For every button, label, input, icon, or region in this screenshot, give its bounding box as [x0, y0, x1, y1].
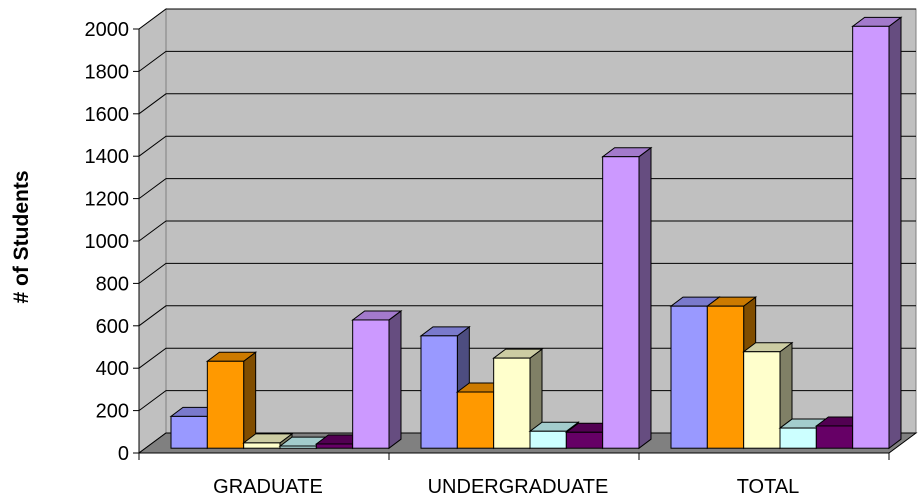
y-tick-label: 1400	[85, 146, 130, 168]
y-tick-label: 1800	[85, 61, 130, 83]
bar-front	[279, 445, 317, 449]
bar-front	[315, 443, 354, 449]
gridline	[138, 305, 916, 327]
category-label: TOTAL	[737, 476, 800, 498]
gridline	[138, 93, 916, 115]
gridline	[138, 347, 916, 369]
gridline	[138, 390, 916, 412]
y-tick-labels: 0 200 400 600 800 1000 1200 1400 1600 1800 2000	[85, 19, 130, 465]
bar	[205, 351, 258, 450]
bar-front	[420, 335, 458, 449]
y-tick-label: 2000	[85, 19, 130, 41]
bar-side	[638, 146, 652, 450]
bar	[601, 146, 653, 450]
y-tick-label: 1200	[85, 189, 130, 211]
y-tick-label: 1000	[85, 231, 130, 253]
bar-front	[352, 319, 390, 449]
bar	[492, 348, 544, 450]
bar-front	[206, 360, 245, 449]
bar-front	[529, 430, 567, 449]
bar-side	[243, 351, 257, 450]
bar-front	[602, 156, 640, 449]
y-tick-label: 200	[96, 401, 129, 423]
bar-front	[815, 425, 854, 449]
bar-front	[670, 305, 708, 449]
gridline	[138, 220, 916, 242]
bar-front	[243, 442, 281, 449]
category-label: GRADUATE	[213, 476, 323, 498]
axes	[133, 28, 890, 460]
y-axis-title: # of Students	[10, 170, 33, 303]
y-tick-label: 400	[96, 358, 129, 380]
bar	[742, 341, 794, 450]
bar	[351, 309, 403, 450]
gridline	[138, 178, 916, 200]
y-tick-label: 600	[96, 316, 129, 338]
bar-front	[170, 415, 208, 449]
category-label: UNDERGRADUATE	[428, 476, 609, 498]
y-tick-label: 0	[118, 443, 129, 465]
gridline	[138, 8, 916, 30]
bar	[851, 16, 903, 450]
y-tick-label: 800	[96, 273, 129, 295]
bar-front	[706, 305, 745, 449]
gridline	[138, 262, 916, 284]
gridline	[138, 50, 916, 72]
bars	[169, 16, 903, 450]
bar-side	[888, 16, 902, 450]
bar-front	[565, 431, 604, 449]
bar-front	[456, 391, 495, 449]
y-tick-label: 1600	[85, 104, 130, 126]
bar-front	[743, 351, 781, 449]
bar-front	[852, 25, 890, 449]
bar-front	[779, 427, 817, 449]
bar-side	[388, 309, 402, 450]
category-labels: GRADUATE UNDERGRADUATE TOTAL	[213, 476, 799, 498]
bar-front	[493, 357, 531, 449]
gridline	[138, 135, 916, 157]
